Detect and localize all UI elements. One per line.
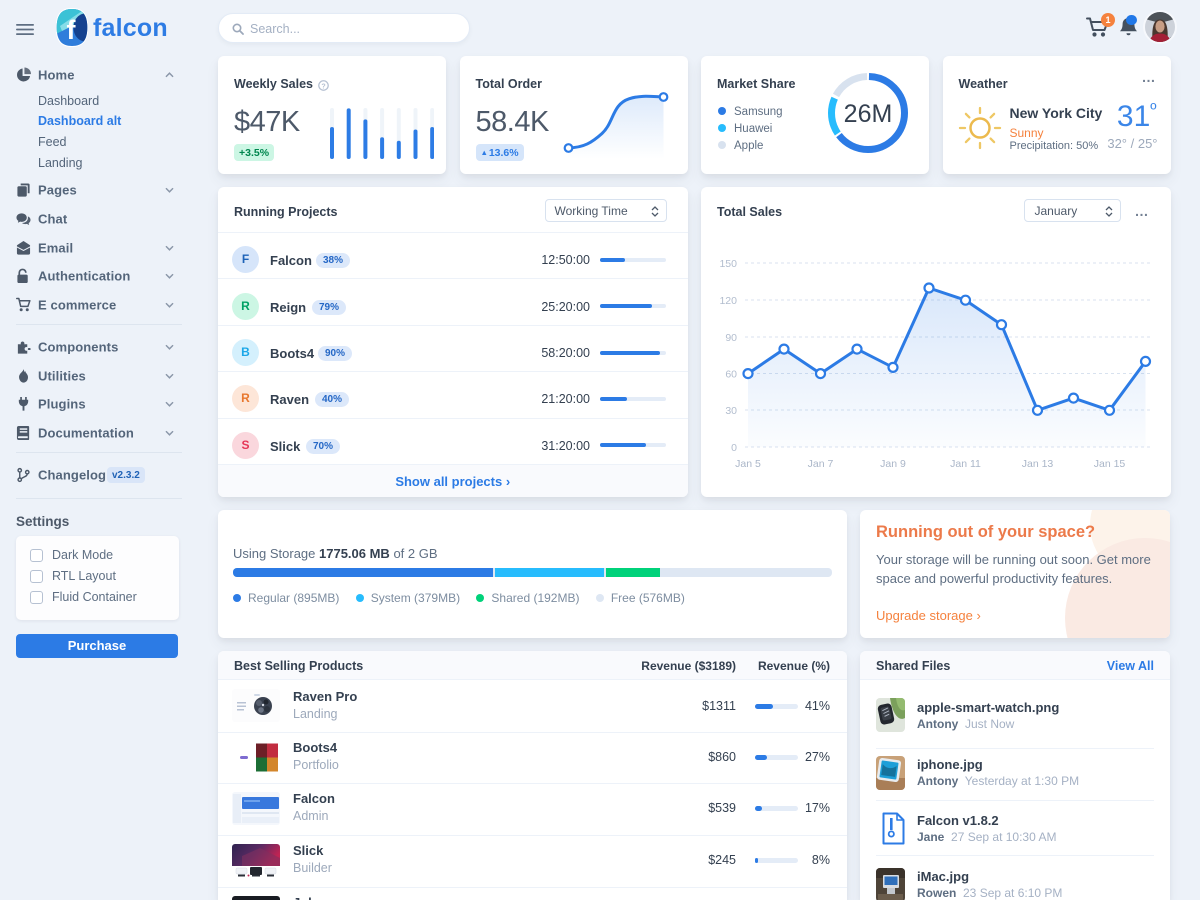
svg-text:60: 60: [725, 369, 737, 381]
svg-text:0: 0: [731, 442, 737, 454]
svg-text:26M: 26M: [844, 100, 893, 128]
svg-text:120: 120: [719, 295, 737, 307]
svg-text:f: f: [67, 15, 77, 45]
svg-text:150: 150: [719, 258, 737, 270]
svg-text:90: 90: [725, 332, 737, 344]
svg-text:Jan 5: Jan 5: [735, 458, 761, 470]
svg-text:Jan 15: Jan 15: [1094, 458, 1126, 470]
svg-text:Jan 11: Jan 11: [950, 458, 981, 470]
svg-text:Jan 7: Jan 7: [808, 458, 834, 470]
svg-text:Jan 13: Jan 13: [1022, 458, 1054, 470]
svg-text:?: ?: [321, 83, 325, 90]
svg-text:Jan 9: Jan 9: [880, 458, 906, 470]
svg-text:30: 30: [725, 405, 737, 417]
